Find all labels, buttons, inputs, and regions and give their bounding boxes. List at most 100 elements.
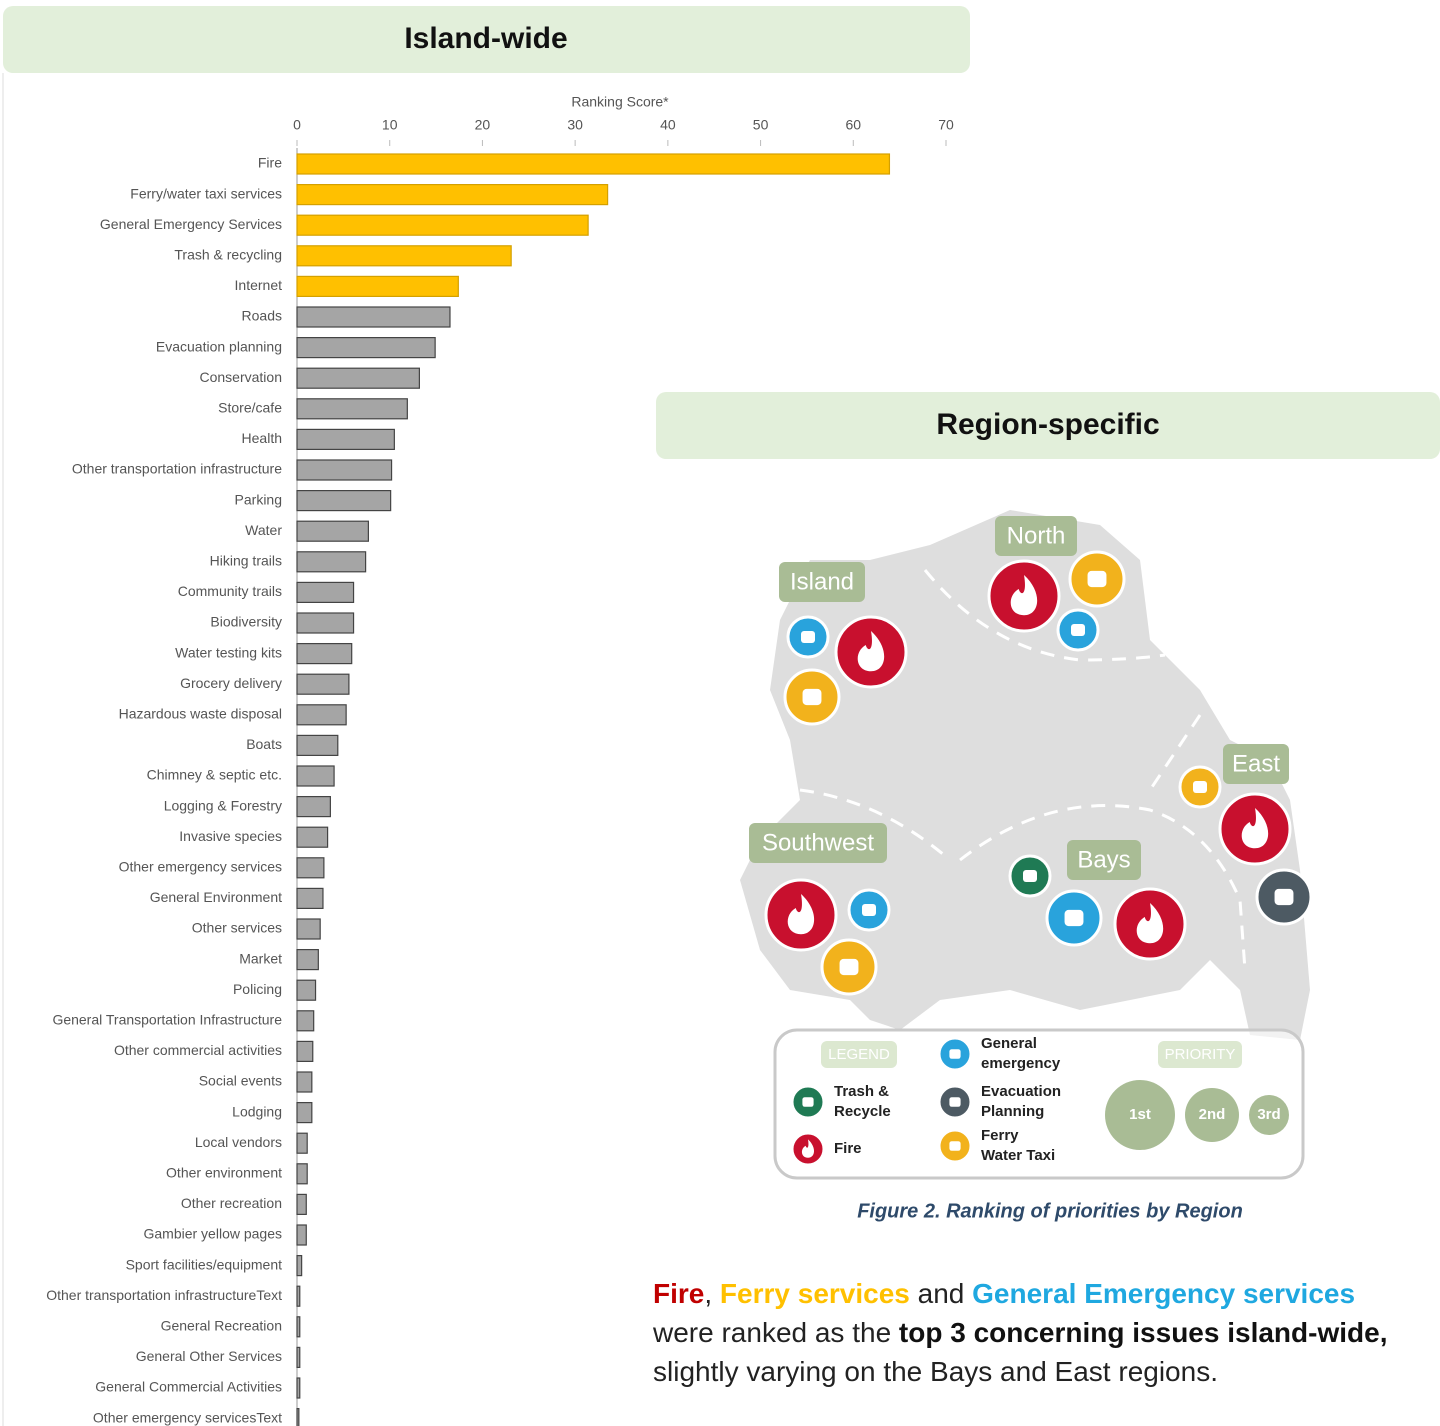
y-tick-label: Boats (246, 736, 282, 752)
region-pill (749, 823, 887, 863)
priority-pill (1158, 1041, 1242, 1068)
bar (296, 1377, 301, 1399)
region-pill (995, 516, 1077, 556)
region-title: Region-specific (936, 408, 1159, 441)
glyph (1274, 888, 1294, 906)
text-segment: General Emergency services (972, 1278, 1356, 1309)
priority-title: PRIORITY (1165, 1046, 1236, 1063)
legend-label: emergency (981, 1055, 1061, 1072)
glyph (802, 688, 822, 706)
bar (296, 918, 321, 940)
glyph (1071, 624, 1085, 636)
region-label: Island (790, 568, 854, 595)
bar (296, 1316, 301, 1338)
text-segment: , (704, 1278, 720, 1309)
y-tick-label: Chimney & septic etc. (147, 767, 282, 783)
y-tick-label: Community trails (178, 583, 282, 599)
x-tick-label: 60 (845, 117, 861, 133)
y-tick-label: Trash & recycling (174, 247, 282, 263)
bar (296, 551, 367, 573)
y-tick-label: Store/cafe (218, 400, 282, 416)
bar (296, 734, 339, 757)
y-tick-label: Water (245, 522, 282, 538)
y-tick-label: General Environment (150, 889, 282, 905)
region-pill (1067, 840, 1141, 880)
glyph (1023, 870, 1037, 882)
y-tick-label: Health (242, 430, 282, 446)
y-tick-label: Conservation (200, 369, 283, 385)
x-tick-label: 20 (475, 117, 491, 133)
glyph (1193, 781, 1207, 793)
x-tick-label: 10 (382, 117, 398, 133)
y-tick-label: Lodging (232, 1103, 282, 1119)
y-tick-label: Gambier yellow pages (143, 1226, 282, 1242)
bar (296, 795, 331, 818)
y-tick-label: General Transportation Infrastructure (52, 1012, 282, 1028)
bar (296, 1163, 308, 1185)
bar (296, 1254, 303, 1277)
bar (296, 765, 335, 787)
legend-label: Recycle (834, 1103, 891, 1120)
bar (296, 1285, 301, 1307)
legend-label: Water Taxi (981, 1147, 1055, 1164)
y-tick-label: Internet (235, 277, 283, 293)
glyph (949, 1097, 961, 1107)
y-tick-label: Evacuation planning (156, 338, 282, 354)
y-tick-label: General Other Services (136, 1348, 282, 1364)
bar (296, 642, 353, 665)
flame (1010, 575, 1038, 616)
bar (296, 459, 393, 481)
bar (296, 245, 512, 267)
bar (296, 398, 408, 420)
bar (296, 1346, 301, 1369)
bar (296, 1010, 315, 1032)
y-tick-label: Parking (235, 491, 282, 507)
bar (296, 612, 355, 634)
flame (857, 631, 885, 672)
bar (296, 1224, 307, 1246)
bar (296, 490, 392, 512)
legend-pill (821, 1041, 897, 1068)
glyph (802, 1097, 814, 1107)
text-segment: were ranked as the (653, 1317, 899, 1348)
priority-label: 2nd (1199, 1106, 1226, 1123)
bar (296, 428, 395, 450)
y-tick-label: Hazardous waste disposal (119, 706, 282, 722)
y-tick-label: Other transportation infrastructure (72, 461, 282, 477)
y-tick-label: Other environment (166, 1165, 282, 1181)
x-tick-label: 50 (753, 117, 769, 133)
flame (787, 894, 815, 935)
bar (296, 1071, 313, 1093)
bar (296, 826, 329, 848)
glyph (862, 904, 876, 916)
bar (296, 887, 324, 910)
y-tick-label: Water testing kits (175, 644, 282, 660)
region-label: Southwest (762, 829, 874, 856)
y-tick-label: Other emergency services (119, 859, 282, 875)
y-tick-label: Other transportation infrastructureText (46, 1287, 282, 1303)
priority-label: 1st (1129, 1106, 1151, 1123)
bar (296, 857, 325, 879)
y-tick-label: Local vendors (195, 1134, 282, 1150)
legend-label: Fire (834, 1140, 862, 1157)
x-tick-label: 40 (660, 117, 676, 133)
bar (296, 367, 420, 389)
priority-circle (1249, 1095, 1289, 1135)
summary-text: Fire, Ferry services and General Emergen… (653, 1274, 1403, 1391)
priority-circle (1185, 1088, 1239, 1142)
bar (296, 1407, 300, 1426)
header-box (656, 392, 1440, 459)
y-tick-label: Other services (192, 920, 282, 936)
y-tick-label: Logging & Forestry (164, 797, 282, 813)
bar (296, 153, 891, 175)
priority-icons (764, 550, 1313, 996)
y-tick-label: Policing (233, 981, 282, 997)
glyph (1087, 570, 1107, 588)
glyph (801, 631, 815, 643)
y-tick-label: Ferry/water taxi services (130, 185, 282, 201)
region-label: East (1232, 750, 1280, 777)
flame (801, 1139, 815, 1158)
y-tick-label: Hiking trails (210, 553, 282, 569)
legend-label: Planning (981, 1103, 1044, 1120)
legend-label: Evacuation (981, 1083, 1061, 1100)
